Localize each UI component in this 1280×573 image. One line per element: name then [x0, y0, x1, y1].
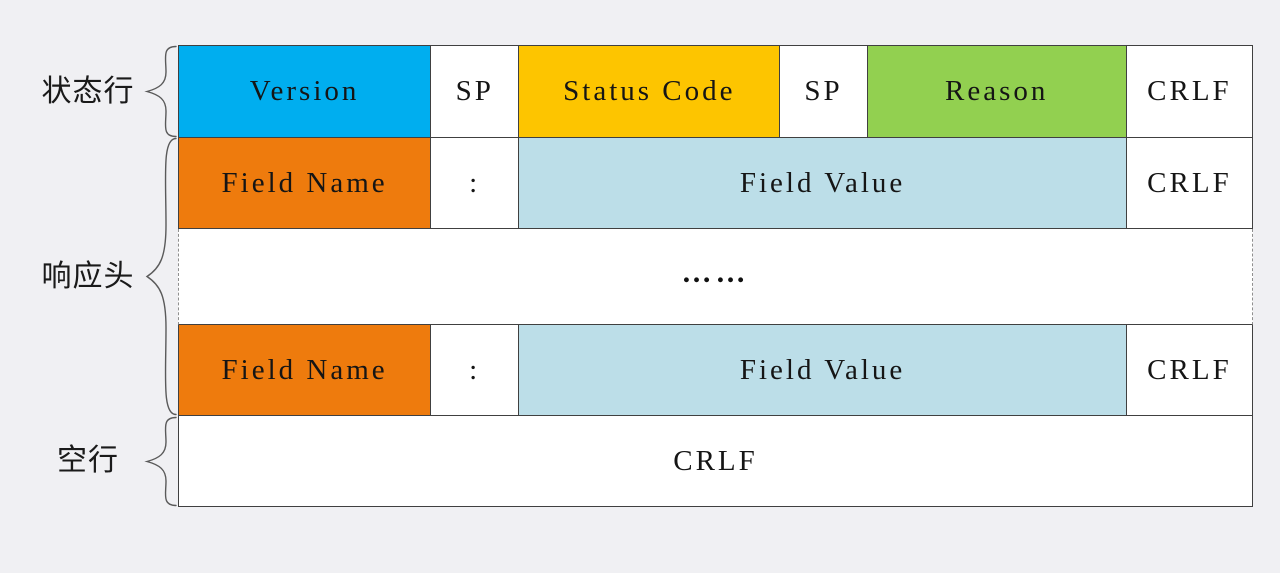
- blank-line-row: CRLF: [178, 416, 1253, 507]
- cell-reason: Reason: [866, 45, 1126, 138]
- cell-field-name-1: Field Name: [178, 138, 431, 229]
- brace-blank-line: [144, 416, 177, 507]
- cell-field-value-1: Field Value: [518, 138, 1126, 229]
- cell-crlf-blank: CRLF: [673, 444, 758, 477]
- cell-colon-1: :: [430, 138, 519, 229]
- cell-crlf-header-1: CRLF: [1125, 138, 1253, 229]
- cell-sp-1: SP: [430, 45, 519, 138]
- header-row-1: Field Name : Field Value CRLF: [178, 138, 1253, 229]
- label-blank-line: 空行: [57, 444, 119, 477]
- message-table: Version SP Status Code SP Reason CRLF Fi…: [178, 45, 1253, 507]
- status-line-row: Version SP Status Code SP Reason CRLF: [178, 45, 1253, 138]
- label-status-line: 状态行: [41, 75, 135, 108]
- cell-colon-2: :: [430, 325, 519, 416]
- label-response-headers: 响应头: [41, 260, 135, 293]
- cell-status-code: Status Code: [518, 45, 780, 138]
- brace-response-headers: [145, 137, 177, 416]
- cell-sp-2: SP: [779, 45, 867, 138]
- cell-crlf-header-2: CRLF: [1125, 325, 1253, 416]
- ellipsis-text: ……: [681, 255, 750, 289]
- cell-field-value-2: Field Value: [518, 325, 1126, 416]
- header-row-2: Field Name : Field Value CRLF: [178, 325, 1253, 416]
- cell-crlf-status: CRLF: [1125, 45, 1253, 138]
- brace-status-line: [144, 45, 177, 138]
- cell-version: Version: [178, 45, 431, 138]
- ellipsis-row: ……: [178, 229, 1253, 325]
- cell-field-name-2: Field Name: [178, 325, 431, 416]
